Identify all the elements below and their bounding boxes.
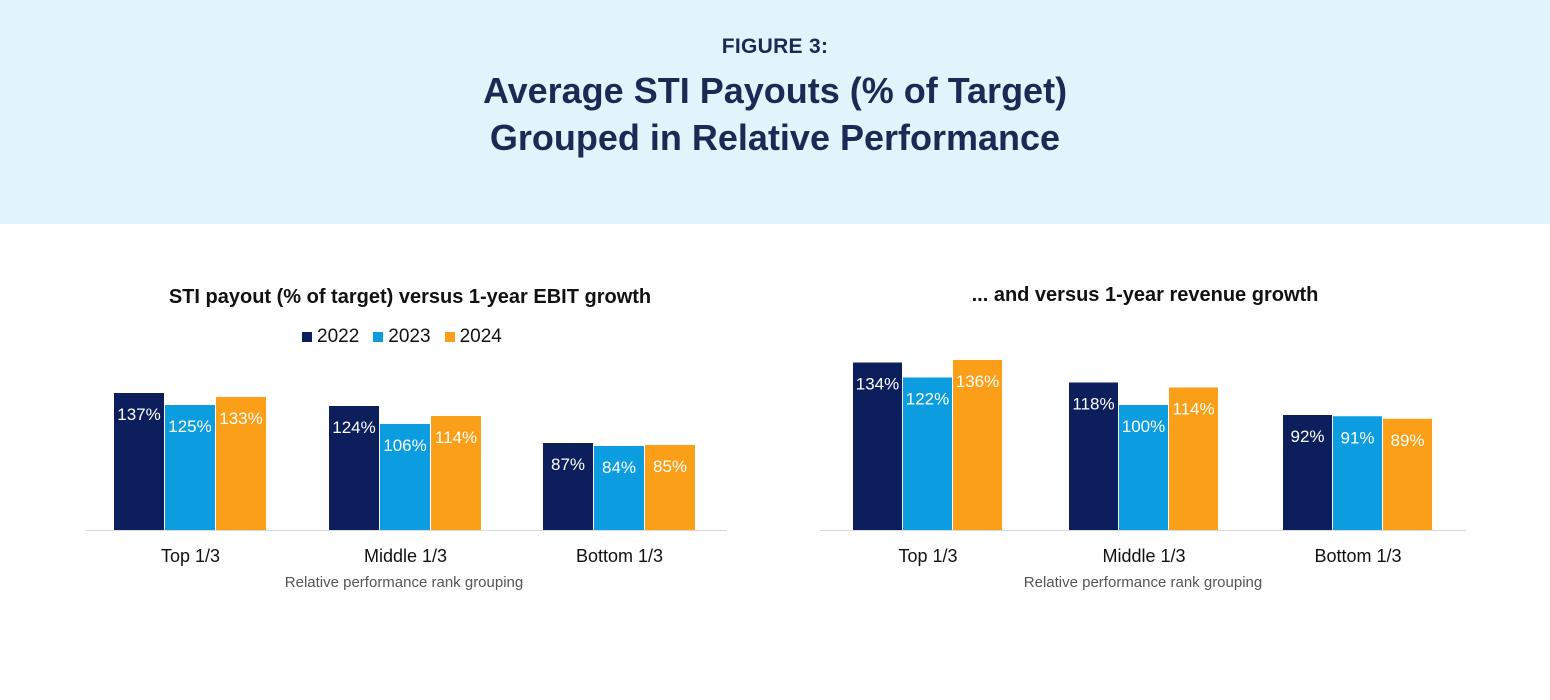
right-category-label-2: Middle 1/3: [1102, 546, 1185, 566]
right-bar-label-2022-group-1: 134%: [856, 375, 899, 394]
right-bar-2023-group-3: [1333, 416, 1382, 530]
figure-title-line2: Grouped in Relative Performance: [489, 117, 1061, 158]
left-bar-label-2024-group-2: 114%: [435, 428, 477, 447]
left-bar-label-2022-group-3: 87%: [551, 455, 585, 474]
left-x-axis-title: Relative performance rank grouping: [285, 574, 523, 591]
left-bar-2024-group-1: [216, 397, 266, 530]
legend-swatch-2022: [302, 332, 312, 342]
left-bar-2022-group-1: [114, 393, 164, 530]
right-bar-2024-group-1: [953, 360, 1002, 530]
left-bar-2023-group-3: [594, 446, 644, 530]
left-bar-label-2022-group-2: 124%: [332, 418, 375, 437]
legend-item-2024: 2024: [444, 326, 502, 348]
right-x-axis-title: Relative performance rank grouping: [1024, 574, 1262, 591]
left-bar-label-2024-group-1: 133%: [219, 409, 262, 428]
left-bar-2024-group-3: [645, 445, 695, 530]
legend-label-2022: 2022: [317, 326, 360, 347]
right-bar-label-2024-group-3: 89%: [1390, 431, 1424, 450]
right-category-label-1: Top 1/3: [898, 546, 957, 566]
left-category-label-1: Top 1/3: [161, 546, 220, 566]
left-bar-label-2023-group-3: 84%: [602, 458, 636, 477]
left-category-label-3: Bottom 1/3: [576, 546, 663, 566]
right-bar-2022-group-2: [1069, 382, 1118, 530]
left-bar-label-2024-group-3: 85%: [653, 457, 687, 476]
left-chart-title: STI payout (% of target) versus 1-year E…: [168, 286, 652, 308]
right-bar-2023-group-1: [903, 377, 952, 530]
left-bar-2022-group-3: [543, 443, 593, 530]
right-bar-label-2024-group-2: 114%: [1172, 400, 1214, 419]
right-bar-2022-group-3: [1283, 415, 1332, 530]
legend-label-2023: 2023: [388, 326, 431, 347]
right-bar-2024-group-3: [1383, 418, 1432, 530]
left-bar-2023-group-1: [165, 405, 215, 530]
right-bar-2024-group-2: [1169, 387, 1218, 530]
right-bar-label-2023-group-3: 91%: [1340, 428, 1374, 447]
left-bar-label-2023-group-2: 106%: [383, 436, 426, 455]
left-bar-2023-group-2: [380, 424, 430, 530]
legend-swatch-2023: [373, 332, 384, 342]
right-bar-label-2024-group-1: 136%: [956, 372, 999, 391]
right-bar-label-2022-group-2: 118%: [1072, 395, 1114, 414]
legend-item-2023: 2023: [373, 326, 431, 348]
figure-header: FIGURE 3: Average STI Payouts (% of Targ…: [0, 0, 1550, 224]
left-bar-label-2022-group-1: 137%: [117, 405, 160, 424]
legend-item-2022: 2022: [302, 326, 359, 348]
right-bar-2023-group-2: [1119, 405, 1168, 530]
right-bar-label-2023-group-2: 100%: [1122, 417, 1165, 436]
figure-label: FIGURE 3:: [721, 35, 829, 58]
legend: 2022 2023 2024: [302, 325, 516, 349]
left-bar-2022-group-2: [329, 406, 379, 530]
right-bar-label-2023-group-1: 122%: [906, 390, 949, 409]
right-bar-2022-group-1: [853, 362, 902, 530]
right-category-label-3: Bottom 1/3: [1314, 546, 1401, 566]
left-bar-label-2023-group-1: 125%: [168, 417, 211, 436]
legend-label-2024: 2024: [459, 326, 502, 347]
left-bar-2024-group-2: [431, 416, 481, 530]
legend-swatch-2024: [444, 332, 455, 342]
right-bar-label-2022-group-3: 92%: [1290, 427, 1324, 446]
left-category-label-2: Middle 1/3: [364, 546, 447, 566]
figure-title-line1: Average STI Payouts (% of Target): [482, 70, 1068, 111]
right-chart-title: ... and versus 1-year revenue growth: [971, 284, 1319, 306]
